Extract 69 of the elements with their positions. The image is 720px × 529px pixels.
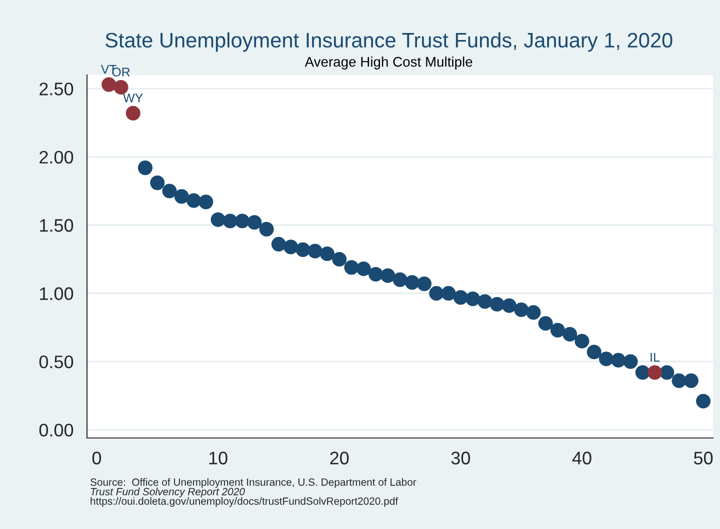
point: [247, 215, 262, 230]
point: [174, 189, 189, 204]
point: [660, 365, 674, 380]
point: [550, 322, 565, 338]
x-tick-label: 10: [209, 452, 228, 464]
point: [210, 212, 226, 227]
point: [574, 334, 590, 348]
text: https://oui.doleta.gov/unemploy/docs/trustFundSolvReport2020.pdf: [90, 497, 398, 507]
point: [538, 316, 553, 331]
y-tick-label: 0.00: [39, 424, 74, 437]
point: [586, 344, 602, 360]
point: [114, 80, 128, 95]
point: [429, 286, 444, 301]
y-tick-label: 2.50: [40, 82, 74, 96]
point: [478, 294, 492, 309]
point: [150, 176, 165, 190]
point: [441, 286, 456, 301]
point: [356, 262, 371, 276]
point: [466, 292, 480, 306]
point: [562, 327, 578, 342]
y-tick-label: 1.00: [40, 287, 74, 300]
point: [235, 214, 250, 228]
point: [126, 106, 140, 120]
annotation: IL: [650, 352, 660, 362]
chart-title: State Unemployment Insurance Trust Funds, January 1, 2020: [105, 32, 672, 52]
point: [186, 193, 202, 208]
annotation: WY: [123, 94, 143, 102]
point: [416, 276, 432, 292]
point: [453, 290, 468, 305]
point: [138, 160, 153, 176]
point: [696, 394, 711, 408]
x-tick-label: 50: [694, 452, 713, 464]
point: [271, 236, 286, 252]
point: [308, 244, 322, 258]
point: [368, 266, 384, 282]
point: [284, 240, 298, 254]
point: [502, 298, 516, 313]
point: [392, 272, 408, 287]
point: [198, 194, 214, 210]
point: [259, 222, 274, 236]
point: [526, 305, 541, 320]
y-tick-label: 1.50: [40, 219, 74, 232]
point: [222, 214, 238, 228]
x-tick-label: 20: [330, 452, 349, 464]
point: [598, 352, 614, 366]
point: [102, 77, 116, 92]
point: [514, 302, 529, 318]
x-tick-label: 0: [92, 452, 102, 464]
point: [380, 268, 396, 283]
point: [296, 242, 310, 257]
x-tick-label: 40: [572, 452, 592, 464]
point: [647, 365, 662, 380]
y-tick-label: 2.00: [40, 150, 74, 164]
point: [162, 184, 177, 198]
source-note: Source: Office of Unemployment Insurance, U.S. Department of Labor: [90, 478, 416, 488]
point: [320, 246, 334, 262]
point: [672, 373, 686, 388]
point: [344, 260, 359, 275]
point: [684, 373, 698, 388]
x-tick-label: 30: [451, 452, 470, 464]
point: [635, 365, 650, 380]
point: [623, 354, 638, 369]
y-tick-label: 0.50: [39, 356, 74, 368]
point: [404, 275, 420, 290]
point: [490, 296, 504, 312]
point: [332, 252, 347, 267]
text: Trust Fund Solvency Report 2020: [90, 488, 245, 498]
point: [611, 352, 626, 368]
chart-subtitle: Average High Cost Multiple: [304, 56, 472, 70]
